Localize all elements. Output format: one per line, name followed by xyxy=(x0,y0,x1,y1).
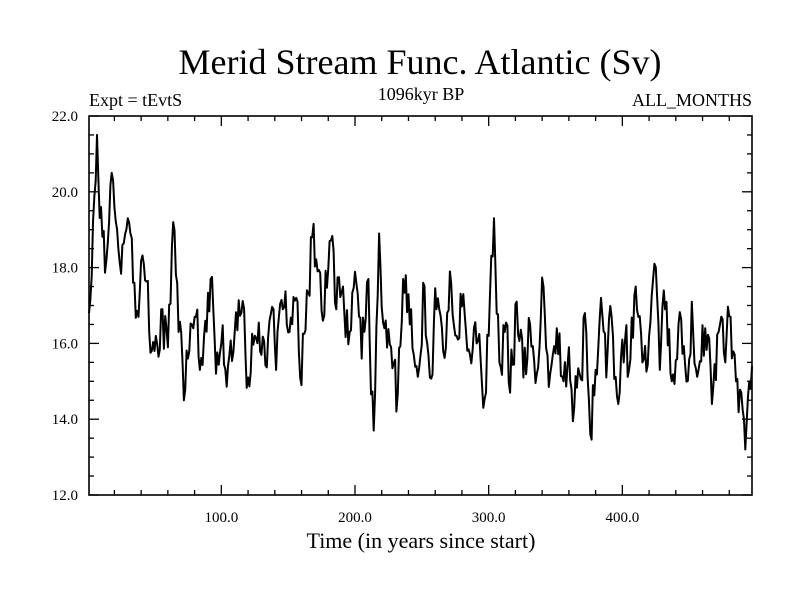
months-label: ALL_MONTHS xyxy=(632,90,752,110)
x-tick-label: 300.0 xyxy=(472,510,506,526)
y-tick-label: 16.0 xyxy=(52,336,78,352)
y-tick-label: 18.0 xyxy=(52,261,78,277)
x-tick-label: 200.0 xyxy=(338,510,372,526)
x-tick-label: 400.0 xyxy=(605,510,639,526)
y-tick-label: 20.0 xyxy=(52,185,78,201)
series-line xyxy=(88,133,753,451)
period-label: 1096kyr BP xyxy=(378,84,465,104)
experiment-label: Expt = tEvtS xyxy=(89,90,182,110)
chart-title: Merid Stream Func. Atlantic (Sv) xyxy=(179,42,662,82)
plot-frame xyxy=(88,115,753,496)
x-tick-label: 100.0 xyxy=(204,510,238,526)
axis-ticks xyxy=(89,115,752,496)
tick-labels: 12.0 14.0 16.0 18.0 20.0 22.0 100.0 200.0 300.0 4… xyxy=(52,109,639,526)
y-tick-label: 22.0 xyxy=(52,109,78,125)
y-tick-label: 14.0 xyxy=(52,412,78,428)
y-tick-label: 12.0 xyxy=(52,488,78,504)
x-axis-label: Time (in years since start) xyxy=(307,528,536,553)
